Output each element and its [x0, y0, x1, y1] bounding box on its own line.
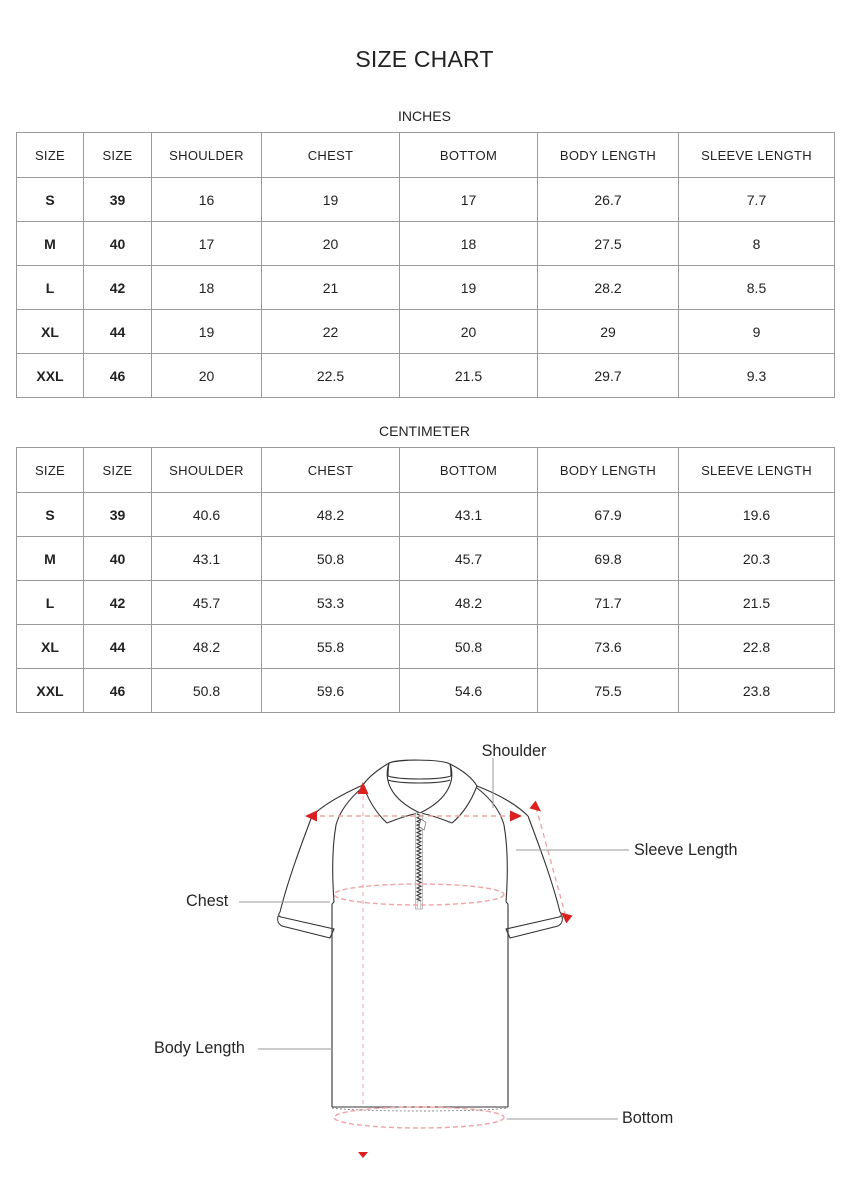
svg-text:Body Length: Body Length — [154, 1039, 245, 1057]
svg-text:Chest: Chest — [186, 892, 229, 910]
svg-text:Sleeve Length: Sleeve Length — [634, 841, 738, 859]
svg-text:Bottom: Bottom — [622, 1109, 673, 1127]
svg-text:Shoulder: Shoulder — [482, 742, 547, 760]
